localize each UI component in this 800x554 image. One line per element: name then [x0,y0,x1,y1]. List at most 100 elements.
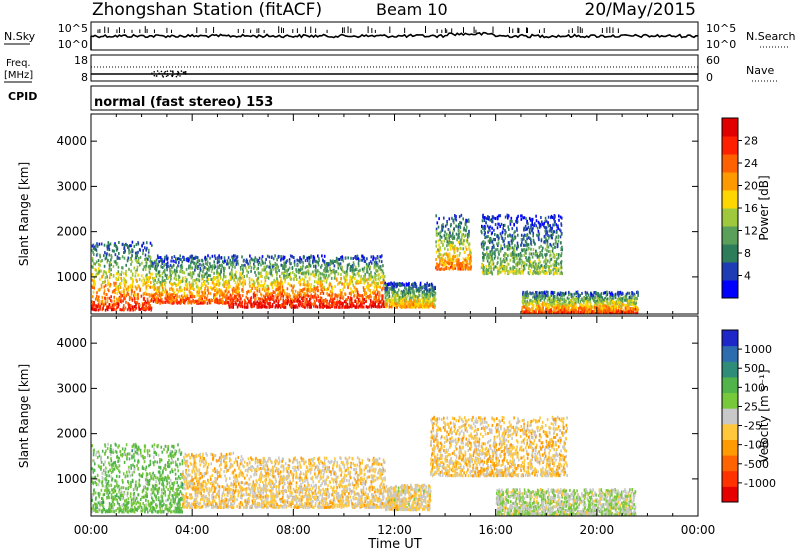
power-cell [523,264,525,268]
power-cell [439,238,441,242]
power-cell [354,289,356,293]
power-cell [294,299,297,302]
power-cell [179,285,182,289]
power-cell [204,286,206,290]
power-cell [333,268,335,272]
power-cell [605,298,608,302]
power-cell [496,262,499,265]
power-cell [180,264,183,268]
power-cell [340,256,342,259]
power-cell [466,267,469,271]
power-cell [195,299,197,303]
power-cell [482,271,485,275]
power-cell [329,268,332,272]
power-cell [98,271,100,275]
power-cell [349,275,351,279]
power-cell [198,263,201,267]
power-cell [253,262,255,266]
power-cell [516,246,518,250]
power-cell [399,304,402,308]
power-cell [288,258,291,262]
power-cell [326,278,328,282]
power-cell [214,289,216,293]
power-cell [235,285,237,289]
power-cell [178,295,181,299]
power-cell [615,305,618,309]
power-cell [440,267,443,271]
power-cell [211,277,214,281]
power-cell [220,268,223,271]
power-cell [175,284,177,288]
power-cell [145,274,147,278]
power-cell [251,258,253,262]
power-cell [503,223,506,227]
freq-tick-top: 18 [74,54,88,67]
power-cell [271,294,273,297]
power-cell [118,256,120,260]
power-cell [223,292,226,296]
power-cell [130,304,132,307]
power-cell [466,235,469,239]
power-cell [442,243,444,246]
power-cell [248,278,251,282]
power-cell [124,306,127,310]
power-cell [128,248,130,252]
power-cell [241,255,243,259]
power-cell [137,293,139,297]
power-cell [137,259,140,263]
power-cell [210,278,212,281]
power-cell [371,281,373,285]
power-cell [438,243,440,247]
power-cell [323,268,325,272]
power-cell [552,242,555,246]
power-cell [189,295,192,298]
power-cell [449,234,452,238]
power-cell [365,278,367,282]
power-cell [358,294,361,297]
power-cell [249,299,251,303]
power-cell [624,303,626,307]
power-cell [116,262,119,265]
power-cell [522,271,524,275]
power-cell [368,278,371,282]
power-cell [335,294,338,298]
power-cell [543,260,545,264]
power-cell [350,276,352,280]
power-cell [381,297,383,301]
power-cell [214,265,217,269]
power-cell [536,226,539,230]
power-cell [311,288,313,292]
power-cell [511,227,514,231]
power-cell [134,271,137,275]
power-cell [500,234,503,238]
power-cell [509,253,512,257]
power-cell [91,286,94,289]
power-cell [539,260,541,264]
power-cell [484,253,486,257]
power-cell [375,268,377,272]
power-cell [336,258,338,261]
power-cell [108,248,111,252]
power-cell [216,300,219,304]
power-cell [445,252,448,256]
power-cell [289,271,292,275]
power-cell [376,282,379,285]
power-cell [458,266,460,270]
power-cell [419,304,422,308]
power-cell [541,266,544,270]
power-cell [363,256,366,260]
power-cell [93,275,96,279]
power-cell [263,300,265,303]
power-cell [91,265,93,269]
power-cell [178,261,180,264]
nsky-line [90,31,699,39]
power-cell [186,285,188,289]
power-cell [360,305,362,309]
power-cell [282,289,284,293]
power-cell [376,290,379,294]
power-cell [339,305,341,309]
power-cell [282,294,285,298]
power-cell [315,287,317,291]
power-cell [297,268,300,272]
power-cell [274,283,276,287]
